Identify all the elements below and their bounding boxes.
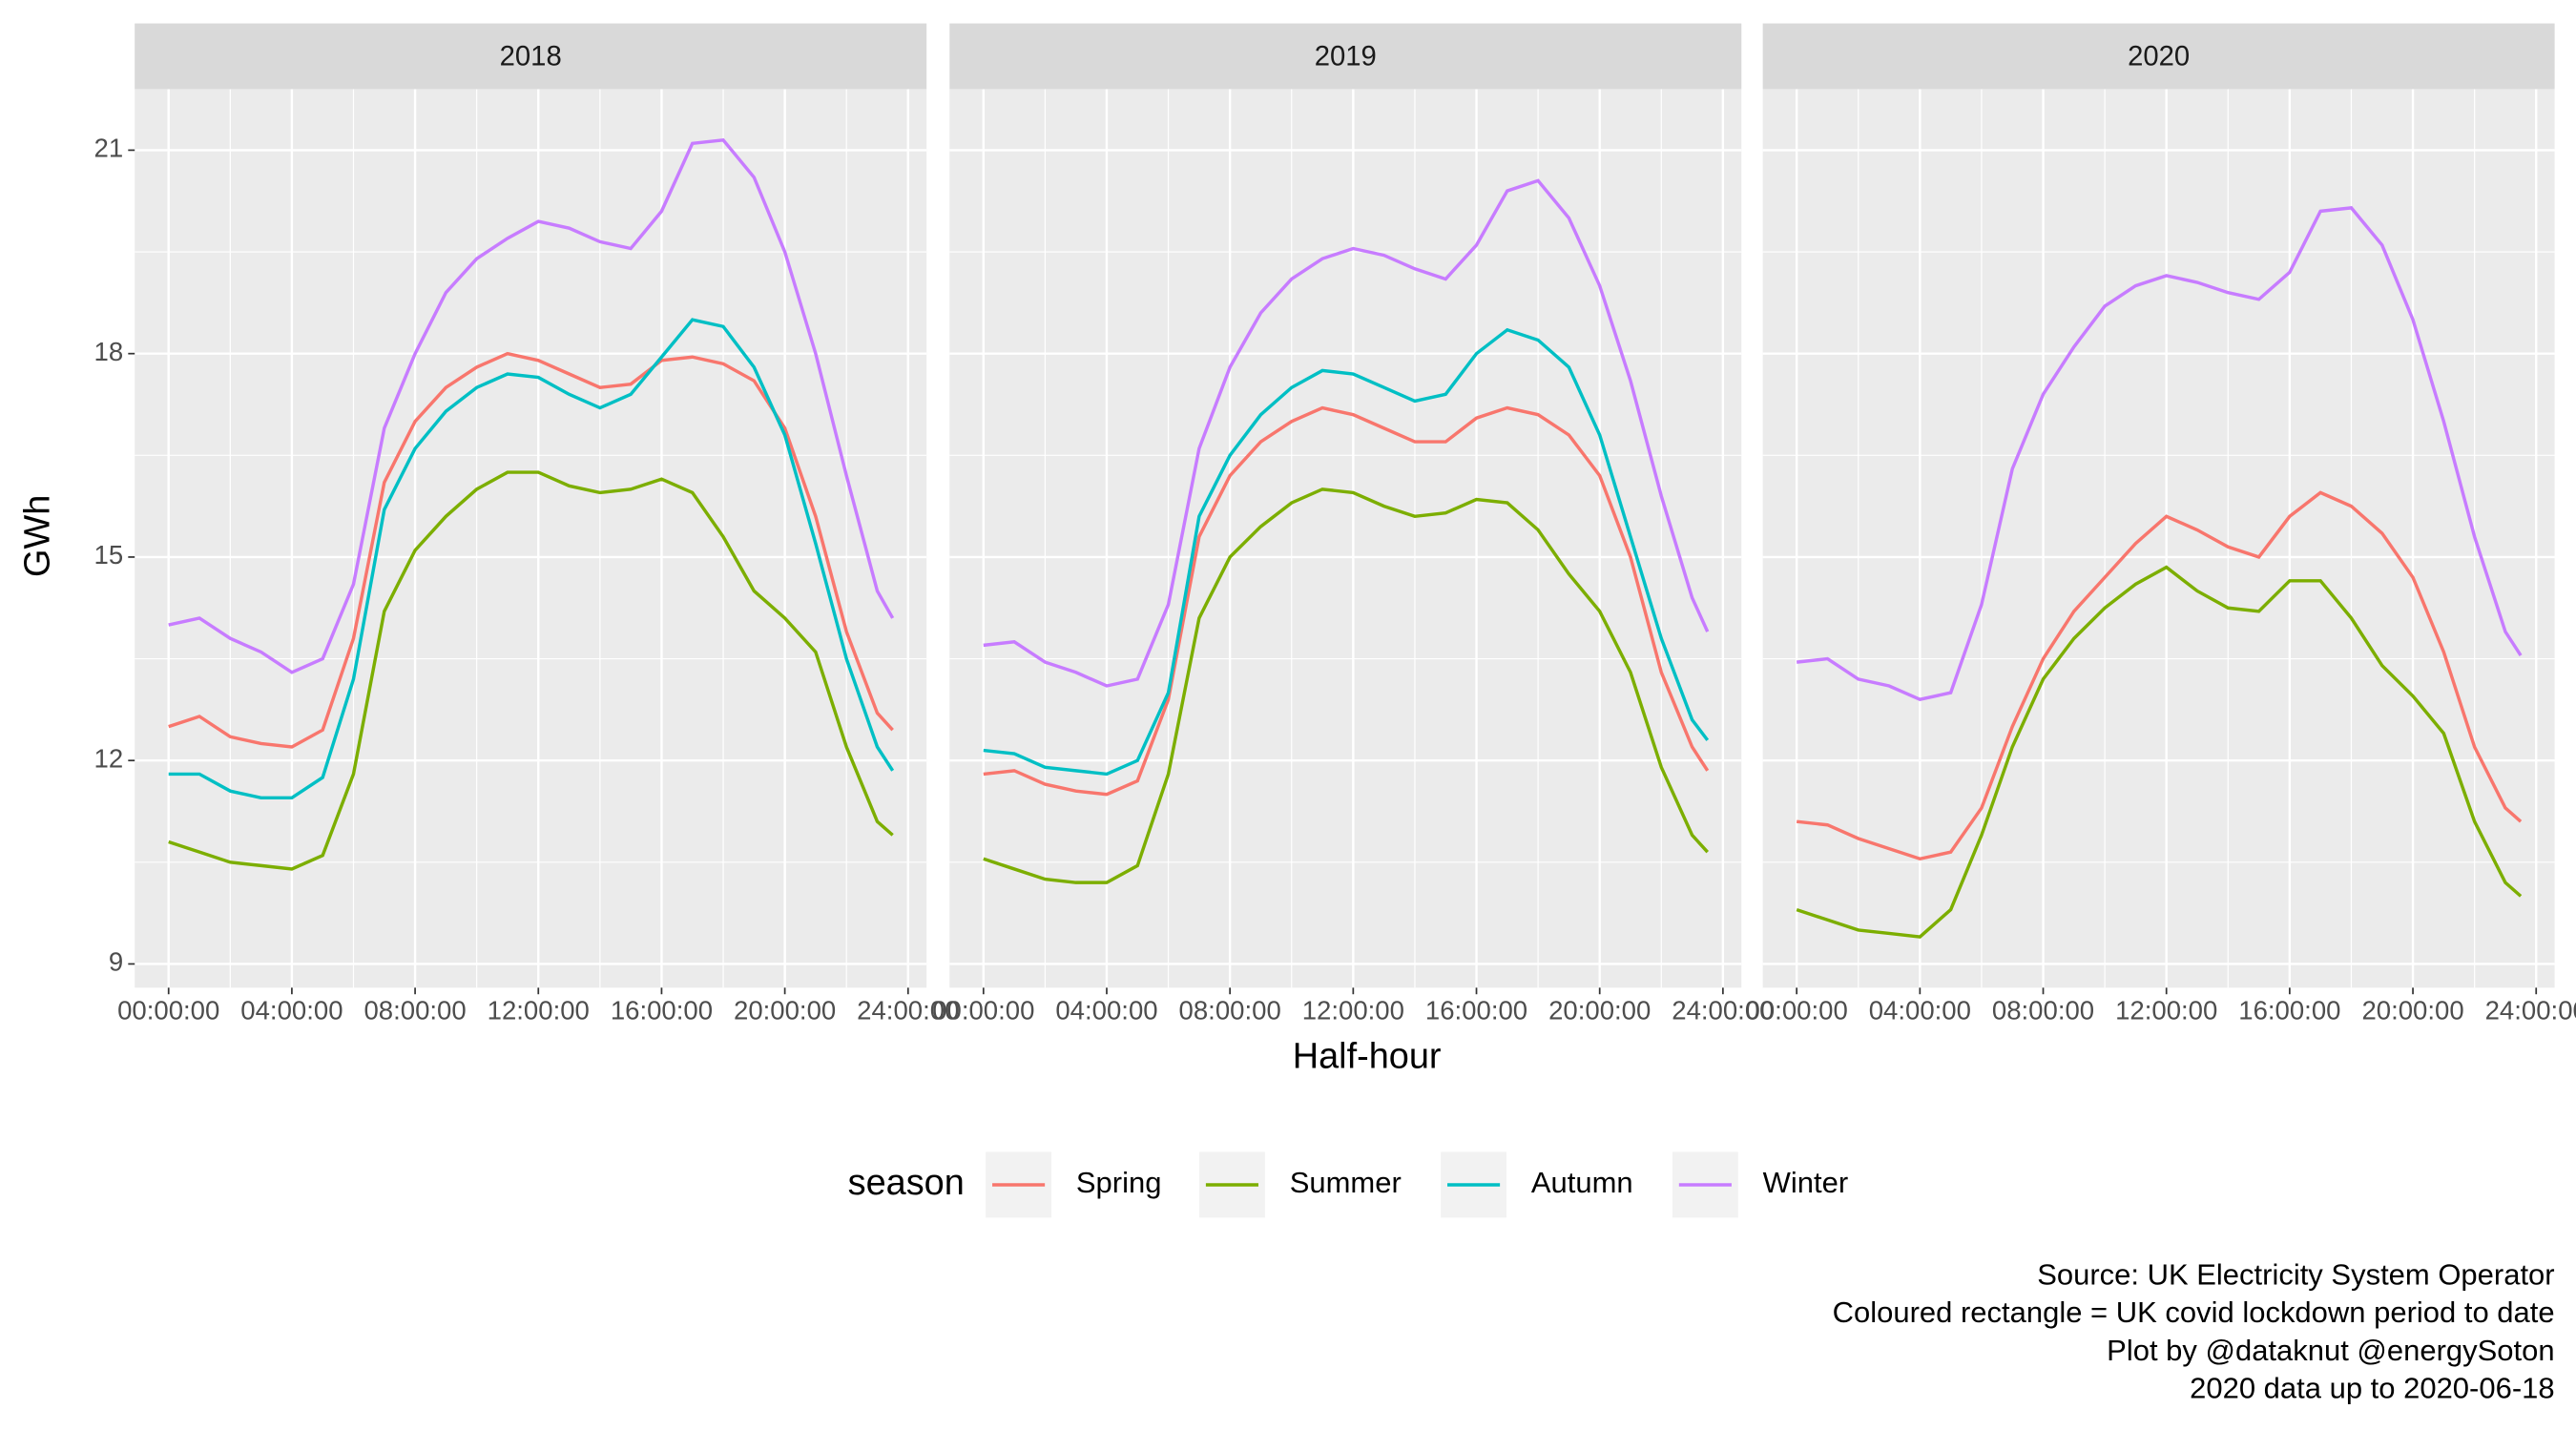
x-tick-label: 12:00:00 [2115, 995, 2217, 1025]
x-tick-label: 04:00:00 [1055, 995, 1157, 1025]
x-tick-label: 24:00:00 [857, 995, 959, 1025]
series-line [168, 351, 894, 749]
series-line [1796, 565, 2523, 939]
legend-title: season [848, 1163, 965, 1203]
y-axis-title: GWh [17, 495, 57, 577]
x-tick-label: 20:00:00 [1548, 995, 1651, 1025]
x-tick-label: 04:00:00 [240, 995, 343, 1025]
x-tick-label: 16:00:00 [2238, 995, 2340, 1025]
x-tick-label: 08:00:00 [364, 995, 466, 1025]
series-line [983, 327, 1710, 777]
x-tick-label: 00:00:00 [117, 995, 219, 1025]
strip [135, 23, 927, 90]
series-line [983, 487, 1710, 884]
x-tick-label: 08:00:00 [1179, 995, 1281, 1025]
x-tick-label: 04:00:00 [1869, 995, 1971, 1025]
x-tick-label: 16:00:00 [611, 995, 713, 1025]
series-line [168, 137, 895, 674]
series-line [983, 405, 1710, 797]
x-tick-label: 00:00:00 [1746, 995, 1848, 1025]
legend-label: Spring [1076, 1166, 1162, 1199]
caption: Plot by @dataknut @energySoton [2107, 1334, 2554, 1367]
x-tick-label: 20:00:00 [2361, 995, 2463, 1025]
series-line [1796, 206, 2523, 702]
facet-title: 2020 [2128, 41, 2190, 72]
legend-label: Autumn [1531, 1166, 1633, 1199]
legend-label: Summer [1290, 1166, 1402, 1199]
y-tick-label: 18 [94, 337, 124, 366]
y-tick-label: 9 [109, 947, 123, 977]
panel-background [135, 89, 927, 988]
y-tick-label: 12 [94, 743, 124, 773]
strip [949, 23, 1742, 90]
x-tick-label: 20:00:00 [734, 995, 836, 1025]
caption: Source: UK Electricity System Operator [2037, 1258, 2554, 1292]
series-line [168, 318, 895, 800]
legend-label: Winter [1763, 1166, 1849, 1199]
x-tick-label: 00:00:00 [932, 995, 1034, 1025]
y-tick-label: 21 [94, 134, 124, 163]
x-tick-label: 24:00:00 [1672, 995, 1774, 1025]
facet-title: 2018 [500, 41, 562, 72]
panel-background [1762, 89, 2555, 988]
x-axis-title: Half-hour [1293, 1036, 1442, 1076]
x-tick-label: 16:00:00 [1425, 995, 1527, 1025]
caption: 2020 data up to 2020-06-18 [2190, 1371, 2554, 1404]
x-tick-label: 24:00:00 [2485, 995, 2576, 1025]
x-tick-label: 08:00:00 [1992, 995, 2094, 1025]
series-line [168, 470, 894, 871]
panel-background [949, 89, 1742, 988]
series-line [1796, 490, 2523, 861]
strip [1762, 23, 2555, 90]
caption: Coloured rectangle = UK covid lockdown p… [1833, 1295, 2555, 1329]
series-line [983, 178, 1710, 688]
facet-title: 2019 [1315, 41, 1377, 72]
y-tick-label: 15 [94, 540, 124, 570]
x-tick-label: 12:00:00 [488, 995, 590, 1025]
x-tick-label: 12:00:00 [1302, 995, 1404, 1025]
